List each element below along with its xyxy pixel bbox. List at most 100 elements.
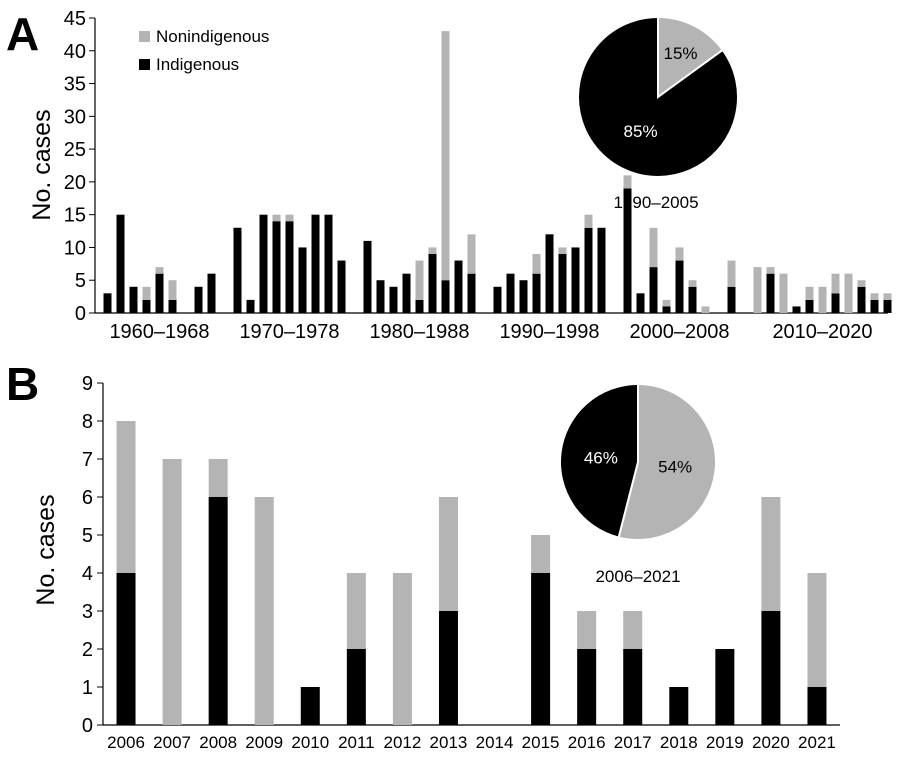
panel-b-bar-nonindigenous: [438, 497, 458, 611]
panel-a-bar-indigenous: [571, 247, 580, 313]
panel-a-bar-indigenous: [870, 299, 879, 313]
panel-a-bar-indigenous: [337, 260, 346, 313]
panel-b-x-tick-label: 2019: [706, 733, 744, 752]
panel-a-x-group-label: 2010–2020: [772, 321, 872, 343]
panel-b-pie-caption: 2006–2021: [595, 567, 680, 586]
panel-a-bar-indigenous: [831, 293, 840, 313]
panel-a-bar-indigenous: [662, 306, 671, 313]
panel-a-x-group-label: 2000–2008: [629, 321, 729, 343]
panel-a-bar-indigenous: [402, 273, 411, 313]
panel-a-bar-indigenous: [857, 286, 866, 313]
panel-b-bar-nonindigenous: [254, 497, 274, 725]
panel-b-bar-indigenous: [577, 649, 597, 725]
panel-b-y-tick-label: 0: [82, 715, 93, 737]
panel-b-bar-nonindigenous: [346, 573, 366, 649]
panel-a-bar-nonindigenous: [818, 286, 827, 313]
panel-b-x-tick-label: 2010: [291, 733, 329, 752]
panel-a-x-group-label: 1970–1978: [239, 321, 339, 343]
panel-b-bar-indigenous: [761, 611, 781, 725]
panel-a-y-tick-label: 30: [64, 106, 86, 128]
panel-b-bar-indigenous: [208, 497, 228, 725]
panel-b-bar-nonindigenous: [208, 459, 228, 497]
panel-a-bar-indigenous: [246, 299, 255, 313]
panel-b-x-tick-label: 2007: [153, 733, 191, 752]
panel-b-bar-indigenous: [531, 573, 551, 725]
panel-a-y-tick-label: 20: [64, 172, 86, 194]
panel-a-bar-indigenous: [636, 293, 645, 313]
panel-a-x-group-label: 1990–1998: [499, 321, 599, 343]
panel-a-bar-nonindigenous: [584, 214, 593, 228]
panel-b-bar-nonindigenous: [392, 573, 412, 725]
panel-a-bar-indigenous: [194, 286, 203, 313]
legend-swatch-nonindigenous: [139, 31, 150, 42]
panel-a-bar-indigenous: [363, 240, 372, 313]
panel-b-x-tick-label: 2008: [199, 733, 237, 752]
panel-a-bar-indigenous: [155, 273, 164, 313]
panel-a-bar-nonindigenous: [467, 234, 476, 274]
panel-a-bar-nonindigenous: [727, 260, 736, 287]
panel-a-bar-indigenous: [493, 286, 502, 313]
panel-b-pie-slice-indigenous: [559, 382, 639, 539]
panel-a-bar-nonindigenous: [415, 260, 424, 300]
panel-b-y-tick-label: 5: [82, 525, 93, 547]
panel-b-x-tick-label: 2012: [383, 733, 421, 752]
panel-b-y-tick-label: 4: [82, 563, 93, 585]
panel-b-x-tick-label: 2021: [798, 733, 836, 752]
panel-a-bar-indigenous: [233, 227, 242, 313]
panel-a-y-tick-label: 40: [64, 41, 86, 63]
panel-b-x-tick-label: 2016: [568, 733, 606, 752]
panel-a-pie-label-indigenous: 85%: [624, 122, 658, 141]
panel-b-pie-label-nonindigenous: 54%: [658, 458, 692, 477]
panel-a-bar-indigenous: [766, 273, 775, 313]
panel-b-y-tick-label: 9: [82, 373, 93, 395]
panel-a-bar-nonindigenous: [857, 280, 866, 287]
panel-a-bar-indigenous: [259, 214, 268, 313]
panel-a-bar-indigenous: [285, 221, 294, 313]
panel-a-bar-indigenous: [805, 299, 814, 313]
legend-label-indigenous: Indigenous: [156, 55, 239, 74]
panel-b-bar-indigenous: [300, 687, 320, 725]
panel-a-y-tick-label: 5: [75, 270, 86, 292]
panel-a-bar-indigenous: [545, 234, 554, 313]
panel-b-bar-indigenous: [346, 649, 366, 725]
panel-a-y-tick-label: 10: [64, 237, 86, 259]
panel-b-bar-nonindigenous: [531, 535, 551, 573]
panel-b-y-tick-label: 6: [82, 487, 93, 509]
panel-a-bar-indigenous: [376, 280, 385, 313]
panel-a-bar-indigenous: [441, 280, 450, 313]
panel-b-x-tick-label: 2009: [245, 733, 283, 752]
panel-a-bar-indigenous: [389, 286, 398, 313]
panel-b-bar-indigenous: [623, 649, 643, 725]
panel-a-bar-indigenous: [415, 299, 424, 313]
panel-a-letter: A: [6, 8, 39, 60]
panel-b-bar-nonindigenous: [116, 421, 136, 573]
panel-a-pie-slice-indigenous: [577, 15, 739, 178]
panel-a-y-tick-label: 25: [64, 139, 86, 161]
panel-a-bar-nonindigenous: [142, 286, 151, 300]
panel-a-y-tick-label: 0: [75, 303, 86, 325]
panel-a-bar-nonindigenous: [870, 293, 879, 300]
panel-a-y-tick-label: 35: [64, 74, 86, 96]
panel-a-bar-nonindigenous: [662, 299, 671, 307]
panel-a-bar-nonindigenous: [688, 280, 697, 287]
panel-b-x-tick-label: 2006: [107, 733, 145, 752]
panel-b-y-axis-title: No. cases: [32, 494, 60, 605]
panel-a-bar-indigenous: [727, 286, 736, 313]
panel-b-bar-indigenous: [669, 687, 689, 725]
panel-a-bar-nonindigenous: [753, 267, 762, 313]
panel-a-bar-indigenous: [298, 247, 307, 313]
panel-b-bar-indigenous: [715, 649, 735, 725]
panel-a-bar-nonindigenous: [779, 273, 788, 313]
panel-a-bar-indigenous: [428, 254, 437, 313]
panel-a-bar-indigenous: [675, 260, 684, 313]
panel-a-bar-indigenous: [688, 286, 697, 313]
panel-a-bar-indigenous: [129, 286, 138, 313]
panel-b-y-tick-label: 2: [82, 639, 93, 661]
panel-a-bar-indigenous: [532, 273, 541, 313]
panel-b-bar-indigenous: [116, 573, 136, 725]
panel-a-y-tick-label: 45: [64, 8, 86, 30]
panel-b-bar-indigenous: [438, 611, 458, 725]
panel-a-bar-nonindigenous: [701, 306, 710, 313]
panel-b-y-tick-label: 1: [82, 677, 93, 699]
